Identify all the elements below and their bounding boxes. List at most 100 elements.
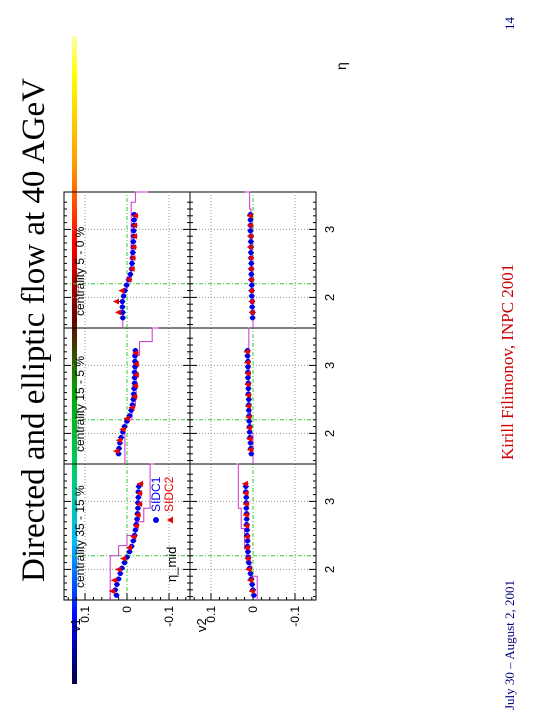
column-label: centrality 35 - 15 % [73,485,87,588]
sidc2-point [247,287,254,294]
sidc2-point [244,403,251,410]
sidc1-point [249,304,255,310]
sidc1-point [127,271,133,277]
sidc1-point [123,282,130,288]
sidc1-point [113,592,120,598]
sidc1-point [121,293,127,299]
sidc2-point [246,577,253,584]
y-tick-label: 0.1 [78,606,92,623]
sidc1-point [245,385,251,392]
sidc2-point [134,512,141,518]
sidc2-point [246,222,253,229]
sidc2-point [246,446,253,453]
sidc2-point [246,233,253,240]
sidc1-point [245,549,251,555]
column-label: centrality 15 - 5 % [73,356,87,452]
sidc2-point [128,404,135,411]
sidc1-point [246,396,252,402]
sidc2-point [248,298,255,305]
sidc2-point [248,309,255,316]
y-tick-label: -0.1 [162,606,176,627]
eta-mid-annotation: η_mid [164,547,179,582]
sidc2-point [131,393,138,400]
sidc1-point [121,560,128,566]
sidc2-point [247,265,254,272]
sidc1-point [129,260,135,266]
sidc2-point [115,566,122,573]
sidc2-point [136,501,143,508]
sidc1-point [131,228,137,234]
sidc2-point [125,276,132,283]
sidc1-point [245,375,251,381]
sidc1-point [246,407,252,413]
sidc1-point [134,516,140,522]
y-tick-label: 0.1 [204,606,218,623]
sidc2-point [113,298,119,305]
sidc2-point [242,490,249,497]
sidc2-point [244,359,251,366]
legend-label-sidc2: SIDC2 [162,476,176,512]
sidc2-point [136,490,143,497]
sidc1-point [247,217,254,223]
sidc1-point [247,570,254,577]
sidc2-point [108,588,115,595]
simulation-histogram [236,463,258,600]
sidc1-point [245,364,251,370]
sidc1-point [249,293,255,299]
sidc2-point [136,480,143,487]
sidc2-point [243,522,250,529]
sidc1-point [248,271,254,277]
sidc2-point [123,415,130,422]
sidc1-point [244,538,251,544]
row-label: v2 [194,618,209,632]
sidc2-point [246,244,253,251]
sidc2-point [113,448,119,455]
sidc1-point [244,527,250,533]
sidc2-point [248,588,255,595]
sidc1-point [246,418,252,424]
sidc1-point [120,315,126,321]
sidc2-point [247,276,254,283]
x-tick-label: 3 [322,498,337,505]
sidc2-point [131,212,138,219]
sidc1-point [119,304,125,310]
sidc1-point [130,239,136,245]
sidc2-point [245,414,252,421]
sidc2-point [247,254,254,261]
sidc1-point [244,353,251,359]
sidc2-point [244,370,251,377]
x-axis-label: η [333,62,349,70]
sidc1-point [126,549,133,555]
sidc1-point [248,239,254,245]
y-tick-label: 0 [120,606,134,613]
sidc2-point [241,480,248,487]
sidc1-point [249,315,256,321]
sidc2-point [115,437,122,444]
row-label: v1 [68,618,83,632]
sidc2-point [115,309,122,316]
sidc2-point [131,233,138,240]
sidc2-point [132,350,139,357]
sidc1-point [131,217,137,223]
sidc2-point [243,544,250,551]
sidc2-point [131,382,138,389]
sidc2-point [244,555,251,562]
sidc2-point [245,424,252,431]
legend-marker-sidc1 [153,517,159,523]
sidc2-point [242,512,249,518]
sidc2-point [118,287,125,294]
sidc2-point [110,577,117,584]
sidc2-point [132,371,139,378]
sidc2-point [245,566,252,573]
sidc1-point [247,440,254,446]
sidc1-point [120,309,126,315]
sidc2-point [119,426,126,433]
sidc1-point [246,560,252,566]
sidc2-point [246,212,253,219]
legend-marker-sidc2 [167,516,173,524]
sidc1-point [114,581,120,587]
sidc2-point [126,544,133,551]
sidc1-point [119,298,125,305]
